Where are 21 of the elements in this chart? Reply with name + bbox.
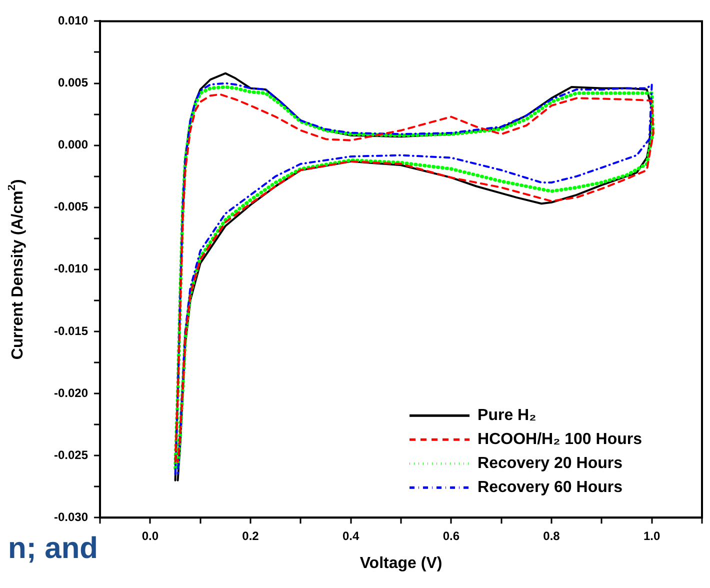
y-tick-label: -0.005 [54, 200, 88, 214]
x-axis-title: Voltage (V) [360, 555, 442, 572]
x-tick-label: 0.8 [543, 529, 560, 544]
x-tick-label: 0.6 [442, 529, 460, 544]
x-tick-label: 1.0 [643, 529, 660, 544]
y-tick-label: 0.010 [58, 14, 88, 28]
y-tick-label: -0.010 [54, 262, 88, 276]
y-tick-label: -0.025 [54, 448, 88, 462]
legend-label: Recovery 60 Hours [478, 479, 623, 496]
y-tick-label: -0.030 [54, 510, 88, 524]
y-tick-label: 0.000 [58, 138, 88, 152]
text: n; and [8, 532, 98, 566]
x-tick-label: 0.4 [342, 529, 360, 544]
legend-label: Pure H₂ [478, 407, 536, 424]
legend-label: HCOOH/H₂ 100 Hours [478, 431, 642, 448]
y-tick-label: -0.015 [54, 324, 88, 338]
y-tick-label: -0.020 [54, 386, 88, 400]
x-tick-label: 0.2 [242, 529, 260, 544]
y-tick-label: 0.005 [58, 76, 88, 90]
legend-label: Recovery 20 Hours [478, 455, 623, 472]
x-tick-label: 0.0 [142, 529, 159, 544]
